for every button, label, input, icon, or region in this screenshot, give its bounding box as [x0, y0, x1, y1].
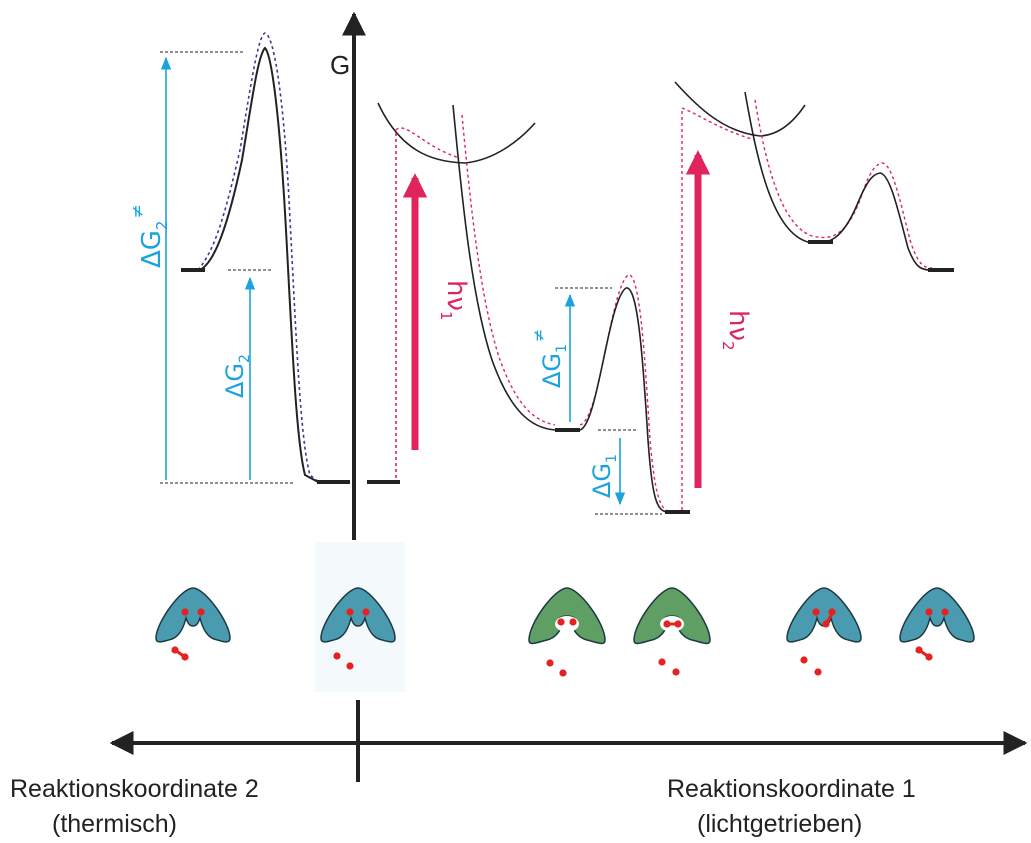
g-axis-label: G	[330, 50, 350, 80]
molecule-6	[899, 587, 975, 661]
ligand-dot	[658, 658, 666, 666]
ligand-dot	[814, 668, 822, 676]
ligand-dot	[333, 652, 341, 660]
ligand-dot	[822, 620, 830, 628]
molecule-body	[899, 587, 975, 643]
binding-site-dot	[828, 608, 836, 616]
coordinate-1-subtitle: (lichtgetrieben)	[697, 810, 862, 838]
binding-site-dot	[346, 608, 354, 616]
bound-ligand-dot	[663, 620, 671, 628]
molecule-body	[320, 587, 396, 643]
dg2-label: ΔG2	[221, 354, 253, 398]
molecule-body	[786, 587, 862, 643]
dg2-activation-label: ΔG2≠	[128, 204, 171, 268]
binding-site-dot	[181, 608, 189, 616]
molecule-3	[528, 587, 606, 677]
coordinate-2-label: Reaktionskoordinate 2	[10, 775, 259, 803]
molecule-1	[155, 587, 231, 661]
ligand-dot	[181, 653, 189, 661]
dotted-descent-1	[461, 114, 556, 426]
dotted-excited-1	[395, 127, 461, 478]
ligand-dot	[546, 659, 554, 667]
coordinate-2-subtitle: (thermisch)	[52, 810, 177, 838]
molecule-5	[786, 587, 862, 676]
dotted-descent-2	[754, 99, 933, 269]
descent-1-curve	[452, 104, 556, 431]
binding-site-dot	[197, 608, 205, 616]
binding-site-dot	[569, 618, 577, 626]
excited-state-1-curve	[377, 102, 536, 164]
ligand-dot	[559, 669, 567, 677]
barrier-1-curve	[579, 287, 669, 513]
molecule-body	[633, 587, 711, 645]
molecule-body	[528, 587, 606, 645]
coordinate-1-label: Reaktionskoordinate 1	[667, 775, 916, 803]
dg1-label: ΔG1	[588, 454, 620, 498]
ligand-dot	[925, 653, 933, 661]
ligand-dot	[346, 662, 354, 670]
ligand-dot	[800, 656, 808, 664]
bound-ligand-dot	[674, 620, 682, 628]
dotted-excited-2	[681, 107, 756, 141]
binding-site-dot	[557, 618, 565, 626]
descent-2-curve	[744, 91, 931, 271]
dotted-curve-thermal	[197, 32, 321, 484]
binding-site-dot	[362, 608, 370, 616]
binding-site-dot	[812, 608, 820, 616]
curve-thermal	[199, 46, 321, 484]
molecule-row	[155, 587, 975, 677]
ligand-dot	[672, 668, 680, 676]
binding-site-dot	[941, 608, 949, 616]
molecule-2	[320, 587, 396, 670]
binding-site-dot	[925, 608, 933, 616]
hv2-label: hν2	[719, 310, 753, 351]
molecule-body	[155, 587, 231, 643]
hv1-label: hν1	[437, 280, 471, 321]
ligand-dot	[171, 646, 179, 654]
dg1-activation-label: ΔG1≠	[529, 329, 570, 388]
excited-state-2-curve	[674, 81, 806, 137]
molecule-4	[633, 587, 711, 676]
ligand-dot	[915, 646, 923, 654]
